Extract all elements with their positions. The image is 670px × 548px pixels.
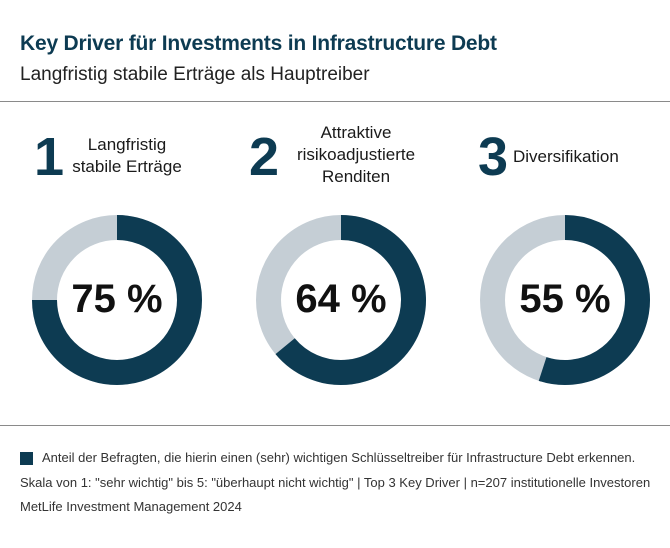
driver-label-2-line-2: risikoadjustierte <box>296 145 416 164</box>
scale-note: Skala von 1: "sehr wichtig" bis 5: "über… <box>20 475 651 490</box>
donut-share-1 <box>32 215 202 385</box>
driver-label-1: Langfristig stabile Erträge <box>62 134 192 178</box>
source-note: MetLife Investment Management 2024 <box>20 499 242 514</box>
donut-value-3: 55 % <box>519 277 611 321</box>
driver-number-1: 1 <box>34 127 65 187</box>
bottom-divider <box>0 425 670 426</box>
donut-value-2: 64 % <box>295 277 387 321</box>
donut-share-3 <box>538 215 650 385</box>
donut-value-1: 75 % <box>71 277 163 321</box>
legend-text: Anteil der Befragten, die hierin einen (… <box>42 450 636 465</box>
driver-label-2-line-3: Renditen <box>321 167 391 186</box>
driver-label-2: Attraktive risikoadjustierte Renditen <box>281 122 431 188</box>
top-divider <box>0 101 670 102</box>
chart-title: Key Driver für Investments in Infrastruc… <box>20 32 497 55</box>
driver-label-3: Diversifikation <box>513 146 643 168</box>
driver-label-1-line-1: Langfristig <box>87 135 167 154</box>
driver-number-3: 3 <box>478 127 509 187</box>
driver-label-3-line-1: Diversifikation <box>513 147 619 166</box>
legend-swatch <box>20 452 33 465</box>
driver-number-2: 2 <box>249 127 280 187</box>
chart-subtitle: Langfristig stabile Erträge als Hauptrei… <box>20 64 370 85</box>
driver-label-1-line-2: stabile Erträge <box>72 157 182 176</box>
donut-share-2 <box>275 215 426 385</box>
driver-label-2-line-1: Attraktive <box>320 123 392 142</box>
